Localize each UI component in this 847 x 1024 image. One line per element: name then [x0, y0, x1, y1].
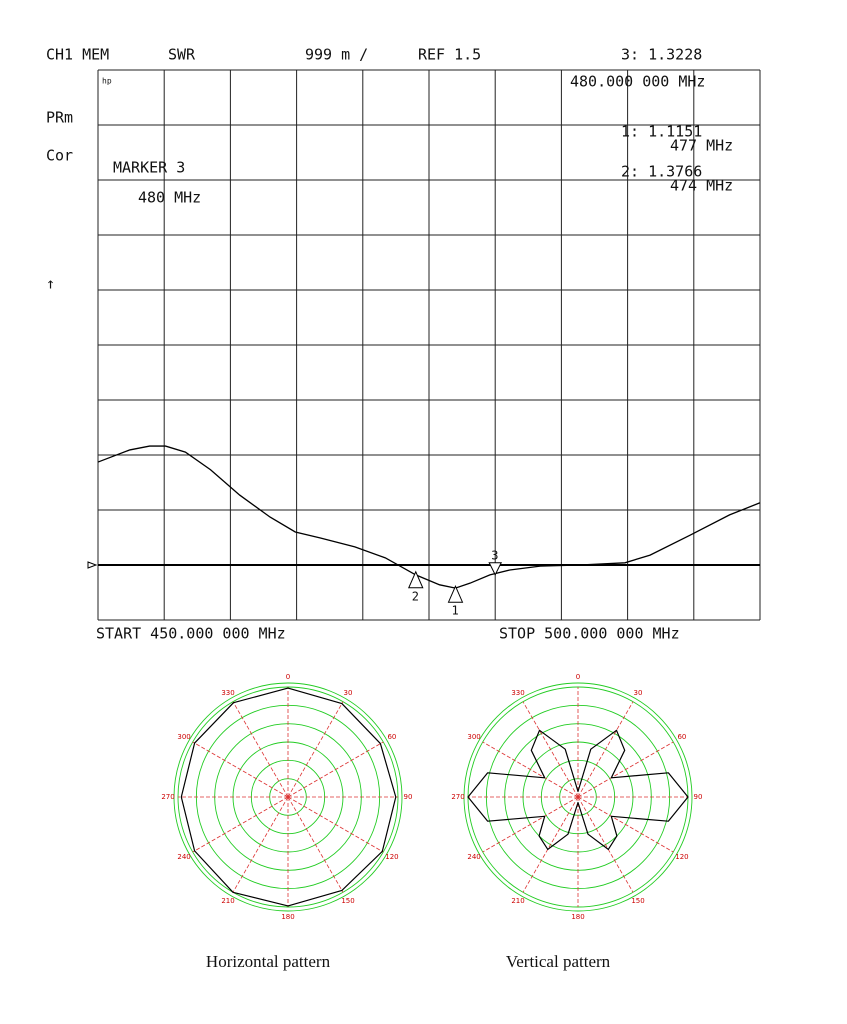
angle-label: 240 — [177, 853, 190, 861]
marker-frequency: 477 MHz — [670, 137, 733, 155]
spoke — [287, 796, 384, 853]
marker — [447, 584, 464, 603]
spoke — [522, 701, 579, 798]
marker-frequency: 480.000 000 MHz — [570, 73, 705, 91]
angle-label: 90 — [694, 793, 703, 801]
stop-label: STOP 500.000 000 MHz — [499, 625, 680, 643]
angle-label: 0 — [286, 673, 290, 681]
reference-label: REF 1.5 — [418, 46, 481, 64]
angle-label: 210 — [221, 897, 234, 905]
spoke — [192, 796, 289, 853]
angle-label: 180 — [281, 913, 294, 921]
logo: hp — [102, 77, 112, 86]
start-label: START 450.000 000 MHz — [96, 625, 286, 643]
side-label: PRm — [46, 109, 73, 127]
annotation: MARKER 3 — [113, 159, 185, 177]
angle-label: 30 — [344, 689, 353, 697]
reference-pointer — [87, 561, 98, 569]
marker-reading: 1: 1.1151 — [621, 123, 702, 141]
spoke — [232, 796, 289, 893]
angle-label: 300 — [177, 733, 190, 741]
angle-label: 240 — [467, 853, 480, 861]
outer-ring — [173, 682, 403, 912]
angle-label: 120 — [385, 853, 398, 861]
channel: CH1 MEM — [46, 46, 109, 64]
angle-label: 150 — [631, 897, 644, 905]
scale: 999 m / — [305, 46, 368, 64]
marker — [407, 570, 424, 589]
angle-label: 60 — [677, 733, 686, 741]
angle-label: 210 — [511, 897, 524, 905]
angle-label: 90 — [404, 793, 413, 801]
outer-ring — [463, 682, 693, 912]
angle-label: 180 — [571, 913, 584, 921]
angle-label: 150 — [341, 897, 354, 905]
marker-frequency: 474 MHz — [670, 177, 733, 195]
angle-label: 30 — [634, 689, 643, 697]
spoke — [482, 741, 579, 798]
spoke — [232, 701, 289, 798]
pattern-caption: Horizontal pattern — [206, 952, 331, 971]
angle-label: 330 — [511, 689, 524, 697]
spoke — [192, 741, 289, 798]
pattern-caption: Vertical pattern — [506, 952, 611, 971]
spoke — [577, 796, 634, 893]
pattern — [180, 687, 397, 907]
angle-label: 270 — [451, 793, 464, 801]
angle-label: 0 — [576, 673, 580, 681]
annotation: 480 MHz — [138, 189, 201, 207]
marker-id: 1 — [451, 604, 458, 618]
spoke — [287, 741, 384, 798]
side-label: ↑ — [46, 275, 55, 293]
side-label: Cor — [46, 147, 73, 165]
spoke — [577, 796, 674, 853]
marker-reading: 3: 1.3228 — [621, 46, 702, 64]
spoke — [522, 796, 579, 893]
pattern — [467, 729, 689, 850]
marker-id: 2 — [412, 589, 419, 603]
spoke — [287, 701, 344, 798]
marker-reading: 2: 1.3766 — [621, 163, 702, 181]
angle-label: 270 — [161, 793, 174, 801]
spoke — [482, 796, 579, 853]
marker-id: 3 — [491, 548, 498, 562]
spoke — [287, 796, 344, 893]
spoke — [577, 741, 674, 798]
angle-label: 300 — [467, 733, 480, 741]
spoke — [577, 701, 634, 798]
measurement: SWR — [168, 46, 196, 64]
marker — [488, 562, 503, 576]
angle-label: 330 — [221, 689, 234, 697]
angle-label: 120 — [675, 853, 688, 861]
angle-label: 60 — [387, 733, 396, 741]
